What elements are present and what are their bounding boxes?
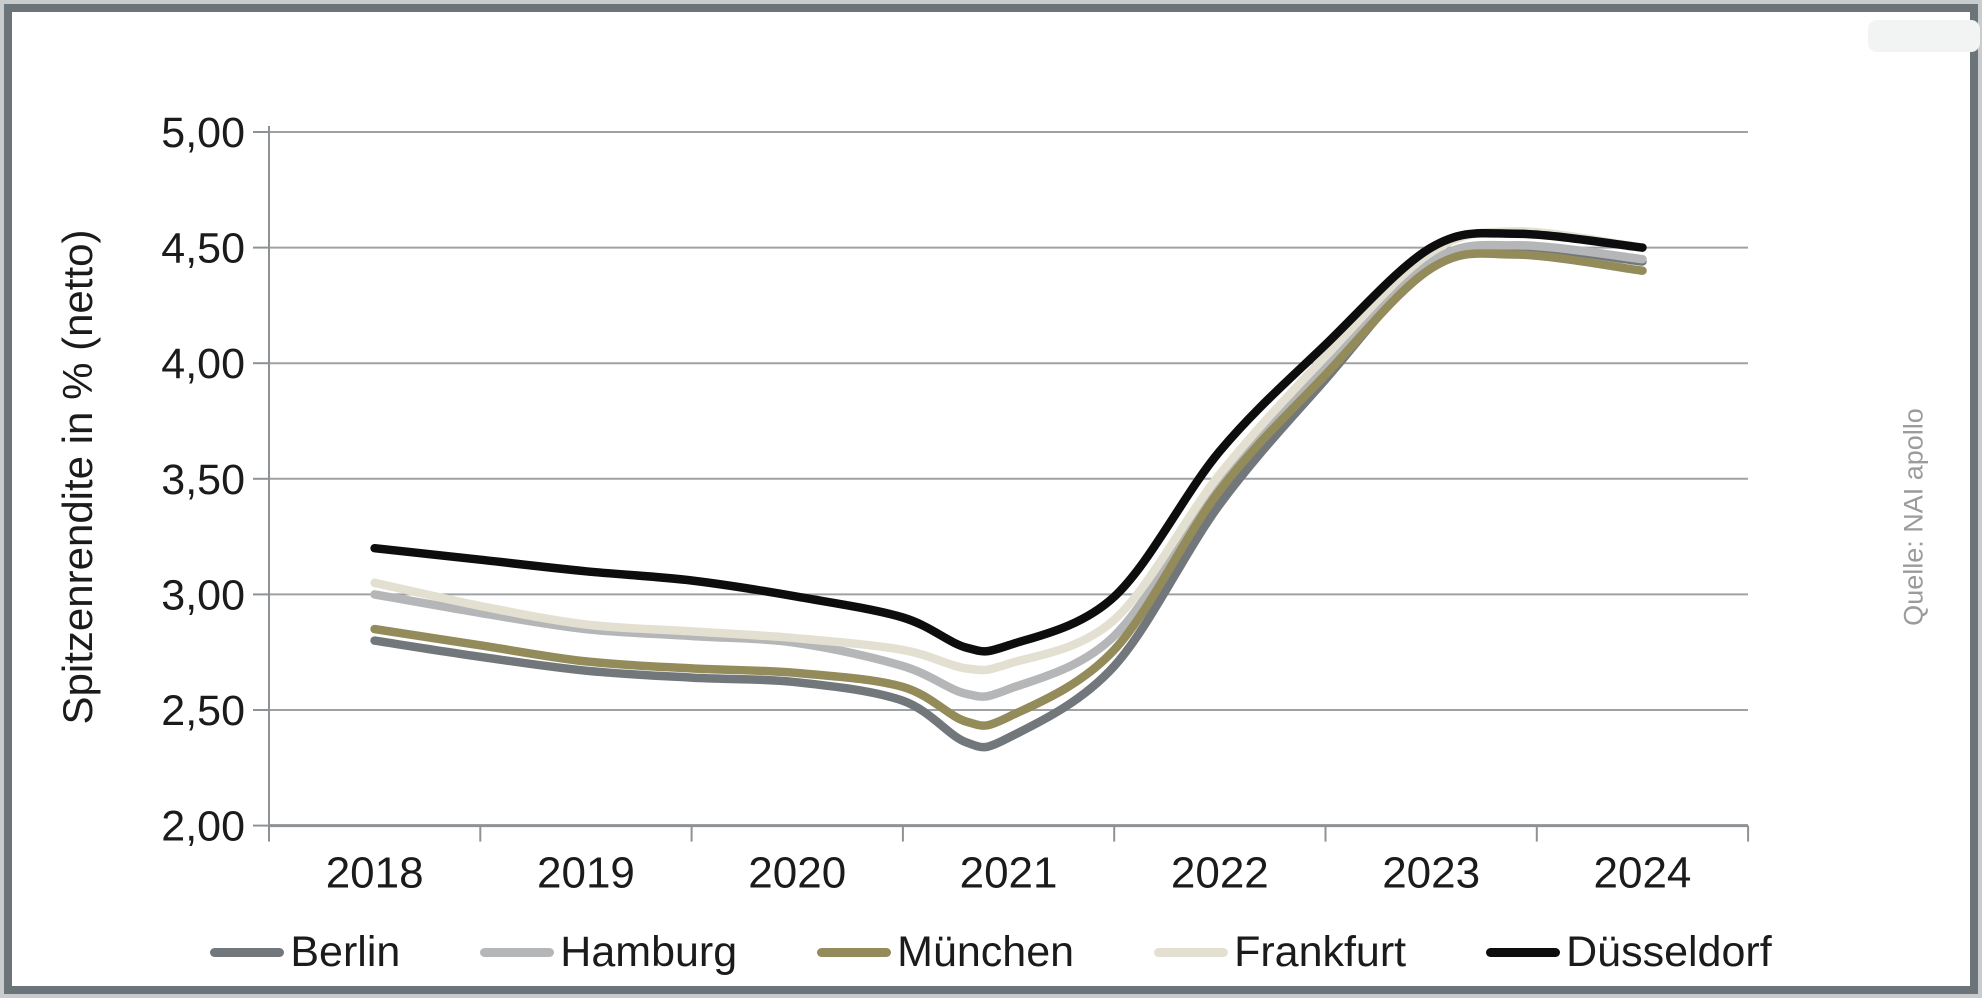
x-tick-label: 2023 xyxy=(1382,849,1480,898)
y-tick-label: 3,50 xyxy=(161,456,245,504)
series-line-mnchen xyxy=(370,249,1647,730)
x-tick-label: 2020 xyxy=(748,849,846,898)
source-credit: Quelle: NAI apollo xyxy=(1898,408,1929,626)
y-tick-label: 4,00 xyxy=(161,340,245,388)
legend-swatch xyxy=(817,948,892,957)
x-tick-label: 2024 xyxy=(1594,849,1692,898)
y-axis-title: Spitzenrendite in % (netto) xyxy=(54,229,101,725)
legend-item-berlin: Berlin xyxy=(210,928,400,977)
legend-swatch xyxy=(1486,948,1561,957)
x-tick-label: 2018 xyxy=(326,849,424,898)
series-line-frankfurt xyxy=(370,227,1647,675)
legend-label: Frankfurt xyxy=(1234,928,1407,976)
x-tick-label: 2022 xyxy=(1171,849,1269,898)
legend-item-mnchen: München xyxy=(817,928,1074,977)
y-tick-label: 5,00 xyxy=(161,109,245,157)
y-tick-label: 4,50 xyxy=(161,225,245,273)
legend-swatch xyxy=(1154,948,1229,957)
series-line-berlin xyxy=(370,242,1647,752)
chart-frame: 5,00 4,50 4,00 3,50 3,00 2,50 2,00 2018 2019 2020… xyxy=(4,4,1980,994)
legend-item-dsseldorf: Düsseldorf xyxy=(1486,928,1772,977)
line-chart: 5,00 4,50 4,00 3,50 3,00 2,50 2,00 2018 2019 2020… xyxy=(161,109,1750,898)
legend-label: München xyxy=(897,928,1075,976)
series-line-hamburg xyxy=(370,240,1647,701)
series-line-dsseldorf xyxy=(370,228,1647,656)
x-tick-label: 2021 xyxy=(960,849,1058,898)
legend-swatch xyxy=(210,948,285,957)
y-tick-label: 3,00 xyxy=(161,571,245,619)
legend-label: Hamburg xyxy=(560,928,738,976)
y-tick-label: 2,00 xyxy=(161,803,245,851)
watermark xyxy=(1868,20,1980,52)
legend-item-hamburg: Hamburg xyxy=(480,928,737,977)
legend-label: Düsseldorf xyxy=(1566,928,1772,976)
legend-item-frankfurt: Frankfurt xyxy=(1154,928,1406,977)
legend: Berlin Hamburg München Frankfurt Düsseldorf xyxy=(12,928,1970,977)
legend-label: Berlin xyxy=(290,928,401,976)
y-tick-label: 2,50 xyxy=(161,687,245,735)
x-tick-label: 2019 xyxy=(537,849,635,898)
legend-swatch xyxy=(480,948,555,957)
